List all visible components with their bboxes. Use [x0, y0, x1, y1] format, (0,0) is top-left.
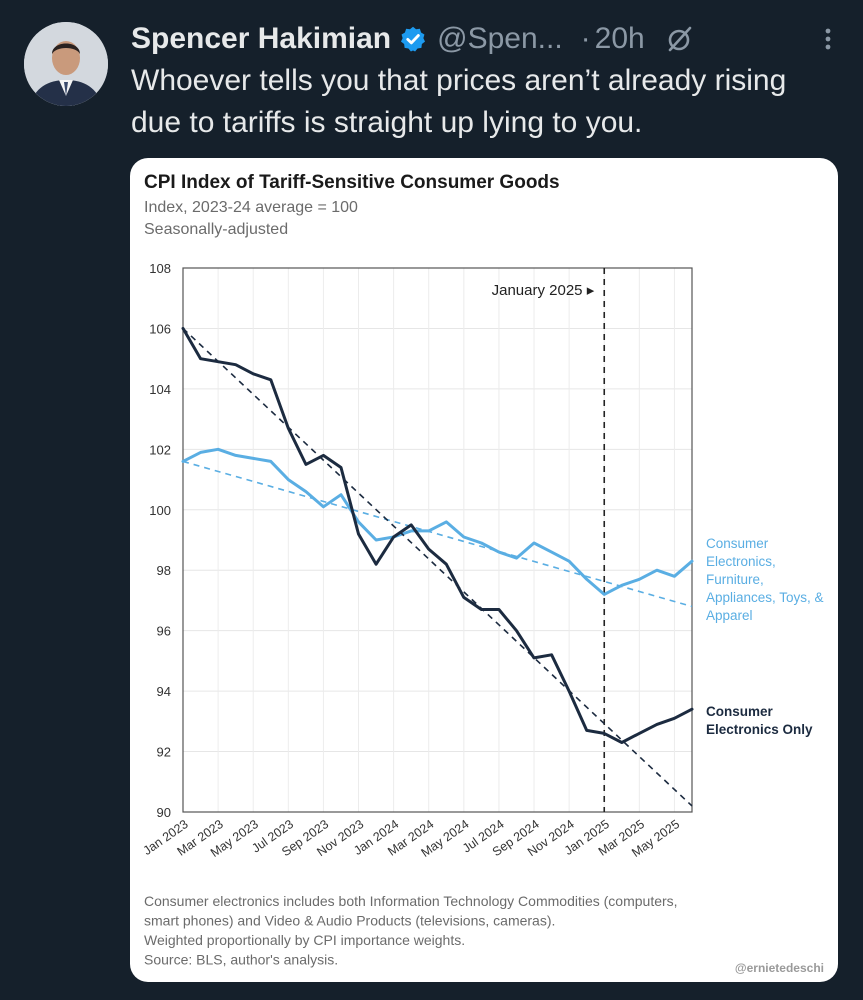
series-label-line: Appliances, Toys, &	[706, 590, 824, 605]
series-label-line: Apparel	[706, 608, 753, 623]
chart-note: Weighted proportionally by CPI importanc…	[144, 932, 465, 948]
chart-credit: @ernietedeschi	[735, 961, 824, 975]
trend-line-1	[182, 460, 693, 608]
chart-note: Consumer electronics includes both Infor…	[144, 893, 678, 909]
series-label-line: Electronics Only	[706, 722, 813, 737]
author-name[interactable]: Spencer Hakimian	[131, 22, 392, 55]
grok-icon[interactable]	[665, 24, 695, 54]
y-tick-label: 96	[157, 624, 171, 639]
y-tick-label: 94	[157, 684, 171, 699]
chart-note: Source: BLS, author's analysis.	[144, 952, 338, 968]
y-tick-label: 100	[149, 503, 171, 518]
series-line-2	[181, 326, 694, 744]
chart-title: CPI Index of Tariff-Sensitive Consumer G…	[144, 172, 560, 193]
trend-line-2	[182, 327, 693, 807]
post-image-chart[interactable]: CPI Index of Tariff-Sensitive Consumer G…	[130, 158, 838, 982]
header-separator: ·	[580, 22, 591, 55]
post-timestamp[interactable]: 20h	[594, 22, 645, 55]
series-label-line: Consumer	[706, 536, 769, 551]
verified-badge-icon	[401, 26, 426, 52]
series-label-line: Furniture,	[706, 572, 764, 587]
author-avatar[interactable]	[24, 22, 108, 106]
chart-subtitle-2: Seasonally-adjusted	[144, 221, 288, 238]
y-tick-label: 108	[149, 261, 171, 276]
author-handle[interactable]: @Spen...	[437, 22, 563, 55]
chart-subtitle: Index, 2023-24 average = 100	[144, 199, 358, 216]
y-tick-label: 102	[149, 442, 171, 457]
plot-frame	[182, 267, 693, 813]
more-options-icon[interactable]	[813, 24, 843, 54]
series-line-1	[181, 447, 694, 596]
y-tick-label: 92	[157, 745, 171, 760]
series-label-line: Consumer	[706, 704, 774, 719]
y-tick-label: 90	[157, 805, 171, 820]
series-label-line: Electronics,	[706, 554, 776, 569]
y-tick-label: 104	[149, 382, 171, 397]
chart-note: smart phones) and Video & Audio Products…	[144, 913, 555, 929]
post-header: Spencer Hakimian @Spen... · 20h	[131, 18, 843, 60]
cpi-line-chart: CPI Index of Tariff-Sensitive Consumer G…	[141, 172, 824, 975]
y-tick-label: 98	[157, 563, 171, 578]
annotation-label: January 2025 ▸	[492, 282, 595, 299]
post-text: Whoever tells you that prices aren’t alr…	[131, 64, 787, 139]
y-tick-label: 106	[149, 321, 171, 336]
